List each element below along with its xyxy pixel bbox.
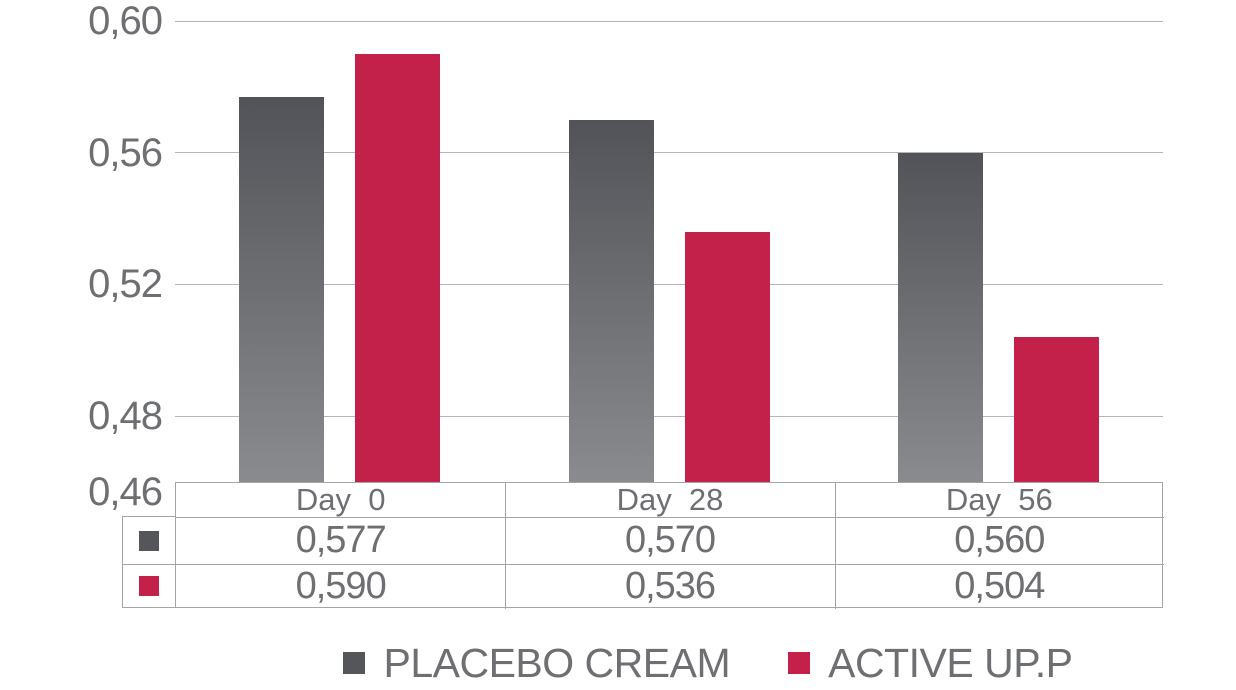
bar-active-day-28 <box>684 231 770 482</box>
bar-placebo-day-0 <box>239 96 325 482</box>
table-key-cell-active <box>123 564 175 607</box>
table-column-divider <box>505 483 507 609</box>
y-axis-tick-label: 0,46 <box>88 470 163 514</box>
table-column-divider <box>834 483 836 609</box>
table-key-column <box>122 516 175 608</box>
gridline-0,56 <box>175 152 1163 154</box>
legend-swatch-placebo-icon <box>343 652 366 674</box>
y-axis-tick-label: 0,52 <box>88 262 163 307</box>
bar-active-day-56 <box>1013 337 1099 482</box>
table-key-cell-placebo <box>123 517 175 564</box>
legend-item-active: ACTIVE UP.P <box>788 640 1073 686</box>
table-cell-placebo-2: 0,560 <box>954 519 1045 561</box>
table-row-divider <box>176 564 1164 565</box>
gridline-0,60 <box>175 20 1163 22</box>
table-cell-active-2: 0,504 <box>954 565 1045 607</box>
data-table: Day 0 Day 28 Day 56 0,577 0,570 0,560 0,590 0,5… <box>175 482 1164 609</box>
table-header-day-0: Day 0 <box>295 482 386 517</box>
gridline-0,52 <box>175 283 1163 285</box>
legend-item-placebo: PLACEBO CREAM <box>343 640 731 686</box>
legend: PLACEBO CREAM ACTIVE UP.P <box>90 638 1236 688</box>
gridline-0,48 <box>175 415 1163 417</box>
y-axis-tick-label: 0,48 <box>88 394 163 439</box>
table-cell-active-1: 0,536 <box>624 565 716 607</box>
legend-label-placebo: PLACEBO CREAM <box>383 640 731 686</box>
y-axis-tick-label: 0,56 <box>88 130 163 175</box>
table-header-day-56: Day 56 <box>945 482 1053 517</box>
y-axis-tick-label: 0,60 <box>88 0 163 43</box>
bar-placebo-day-56 <box>897 152 983 482</box>
table-row-divider <box>176 517 1164 518</box>
legend-swatch-active-icon <box>788 652 811 674</box>
active-key-swatch-icon <box>139 576 159 596</box>
table-cell-placebo-0: 0,577 <box>295 519 387 561</box>
table-cell-placebo-1: 0,570 <box>624 519 716 561</box>
bar-active-day-0 <box>355 53 441 482</box>
table-cell-active-0: 0,590 <box>295 565 387 607</box>
bar-placebo-day-28 <box>568 119 654 482</box>
legend-label-active: ACTIVE UP.P <box>828 640 1073 686</box>
table-header-day-28: Day 28 <box>616 482 724 517</box>
placebo-key-swatch-icon <box>139 530 159 551</box>
